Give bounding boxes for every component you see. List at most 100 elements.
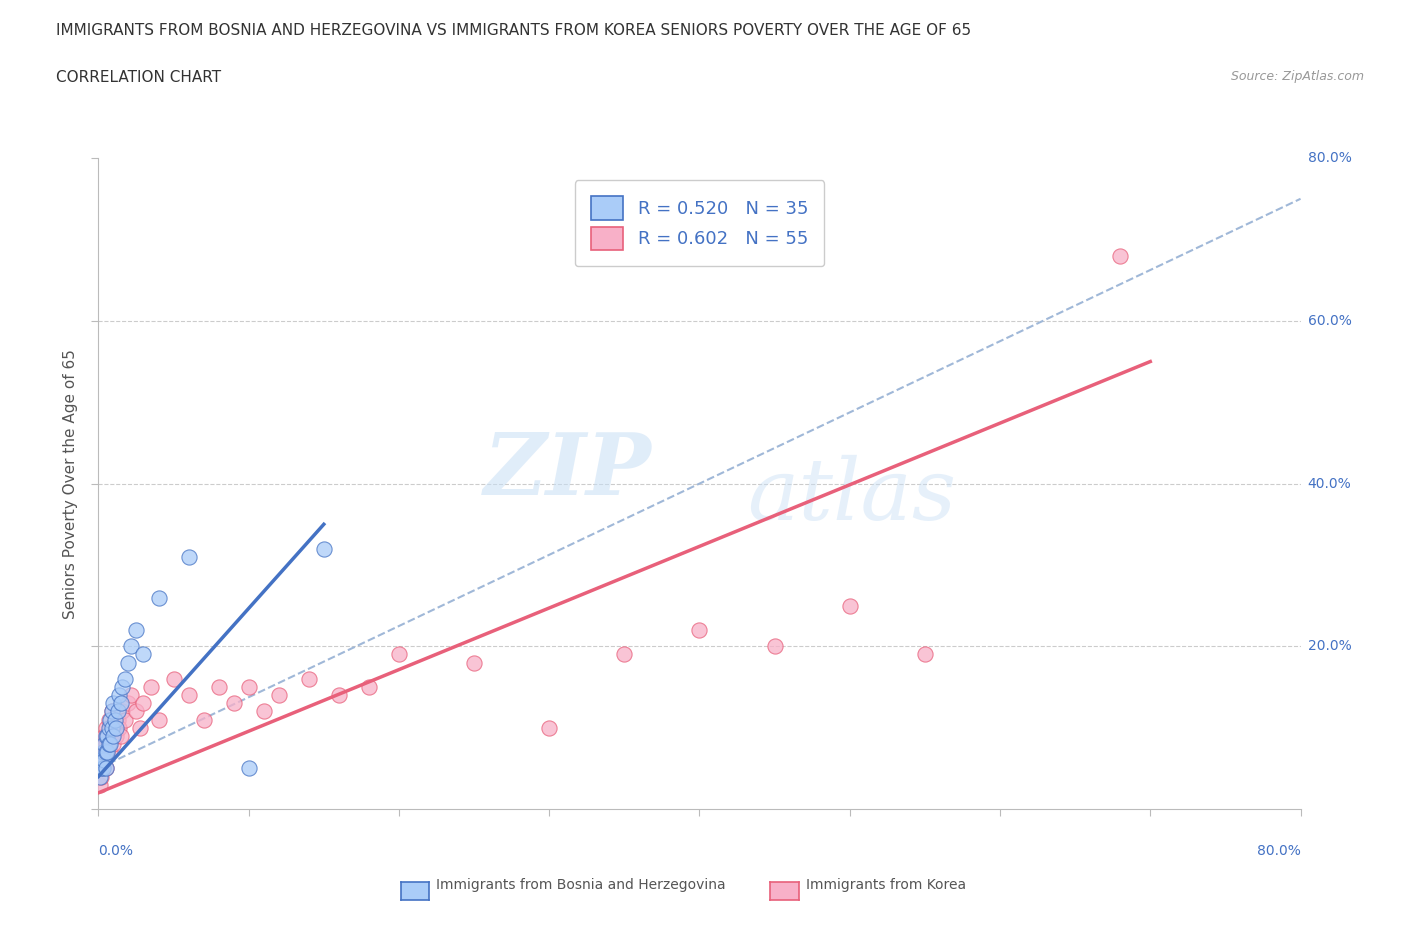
Point bbox=[117, 696, 139, 711]
Text: Source: ZipAtlas.com: Source: ZipAtlas.com bbox=[1230, 70, 1364, 83]
Point bbox=[97, 737, 120, 751]
Point bbox=[132, 647, 155, 662]
Point bbox=[96, 728, 118, 743]
Point bbox=[94, 737, 117, 751]
Point bbox=[101, 704, 124, 719]
Point bbox=[114, 712, 136, 727]
Point bbox=[91, 745, 114, 760]
Point bbox=[100, 737, 122, 751]
Point bbox=[90, 753, 112, 768]
Point bbox=[94, 728, 117, 743]
Point bbox=[117, 655, 139, 670]
Point bbox=[90, 753, 112, 768]
Point bbox=[91, 737, 114, 751]
Text: IMMIGRANTS FROM BOSNIA AND HERZEGOVINA VS IMMIGRANTS FROM KOREA SENIORS POVERTY : IMMIGRANTS FROM BOSNIA AND HERZEGOVINA V… bbox=[56, 23, 972, 38]
Point bbox=[238, 680, 260, 695]
Point bbox=[104, 720, 127, 735]
Point bbox=[104, 712, 127, 727]
Point bbox=[108, 720, 131, 735]
Point bbox=[613, 647, 636, 662]
Point bbox=[93, 753, 115, 768]
Text: atlas: atlas bbox=[748, 456, 956, 538]
Point bbox=[105, 720, 128, 735]
Text: 80.0%: 80.0% bbox=[1257, 844, 1301, 858]
Text: ZIP: ZIP bbox=[484, 429, 651, 512]
Point bbox=[93, 728, 115, 743]
Point bbox=[94, 720, 117, 735]
Point bbox=[253, 704, 276, 719]
Point bbox=[298, 671, 321, 686]
Point bbox=[90, 761, 112, 776]
Point bbox=[125, 704, 148, 719]
Point bbox=[148, 590, 170, 604]
Text: 60.0%: 60.0% bbox=[1308, 313, 1351, 328]
Point bbox=[100, 720, 122, 735]
Point bbox=[688, 623, 710, 638]
Point bbox=[103, 728, 125, 743]
Point bbox=[89, 761, 111, 776]
Point bbox=[107, 712, 129, 727]
Point bbox=[177, 550, 200, 565]
Text: 0.0%: 0.0% bbox=[98, 844, 134, 858]
Point bbox=[103, 696, 125, 711]
Point bbox=[177, 688, 200, 703]
Point bbox=[93, 753, 115, 768]
Point bbox=[208, 680, 231, 695]
Point bbox=[538, 720, 561, 735]
Point bbox=[162, 671, 184, 686]
Point bbox=[101, 728, 124, 743]
Point bbox=[96, 728, 118, 743]
Point bbox=[110, 696, 132, 711]
Text: 80.0%: 80.0% bbox=[1308, 151, 1351, 166]
Point bbox=[121, 639, 143, 654]
Text: CORRELATION CHART: CORRELATION CHART bbox=[56, 70, 221, 85]
Point bbox=[129, 720, 152, 735]
Point bbox=[94, 761, 117, 776]
Point bbox=[110, 728, 132, 743]
Point bbox=[238, 761, 260, 776]
Text: Immigrants from Korea: Immigrants from Korea bbox=[806, 878, 966, 893]
Point bbox=[96, 745, 118, 760]
Point bbox=[96, 745, 118, 760]
Point bbox=[125, 623, 148, 638]
Point bbox=[357, 680, 380, 695]
Point bbox=[89, 777, 111, 792]
Point bbox=[121, 688, 143, 703]
Point bbox=[100, 712, 122, 727]
Point bbox=[312, 541, 335, 556]
Point bbox=[90, 769, 112, 784]
Text: Immigrants from Bosnia and Herzegovina: Immigrants from Bosnia and Herzegovina bbox=[436, 878, 725, 893]
Point bbox=[97, 720, 120, 735]
Point bbox=[193, 712, 215, 727]
Point bbox=[111, 680, 134, 695]
Point bbox=[107, 704, 129, 719]
Point bbox=[914, 647, 936, 662]
Point bbox=[103, 737, 125, 751]
Point bbox=[93, 737, 115, 751]
Text: 20.0%: 20.0% bbox=[1308, 639, 1351, 654]
Point bbox=[97, 712, 120, 727]
Text: 40.0%: 40.0% bbox=[1308, 476, 1351, 491]
Point bbox=[267, 688, 290, 703]
Point bbox=[100, 745, 122, 760]
Point bbox=[91, 761, 114, 776]
Point bbox=[111, 704, 134, 719]
Point bbox=[222, 696, 245, 711]
Point bbox=[114, 671, 136, 686]
Point bbox=[132, 696, 155, 711]
Point bbox=[1109, 248, 1132, 263]
Point bbox=[108, 688, 131, 703]
Point bbox=[463, 655, 485, 670]
Point bbox=[89, 769, 111, 784]
Point bbox=[97, 737, 120, 751]
Point bbox=[101, 720, 124, 735]
Point bbox=[838, 598, 860, 613]
Point bbox=[763, 639, 786, 654]
Point bbox=[101, 704, 124, 719]
Legend: R = 0.520   N = 35, R = 0.602   N = 55: R = 0.520 N = 35, R = 0.602 N = 55 bbox=[575, 180, 824, 266]
Point bbox=[94, 745, 117, 760]
Point bbox=[91, 761, 114, 776]
Point bbox=[139, 680, 162, 695]
Point bbox=[94, 761, 117, 776]
Point bbox=[388, 647, 411, 662]
